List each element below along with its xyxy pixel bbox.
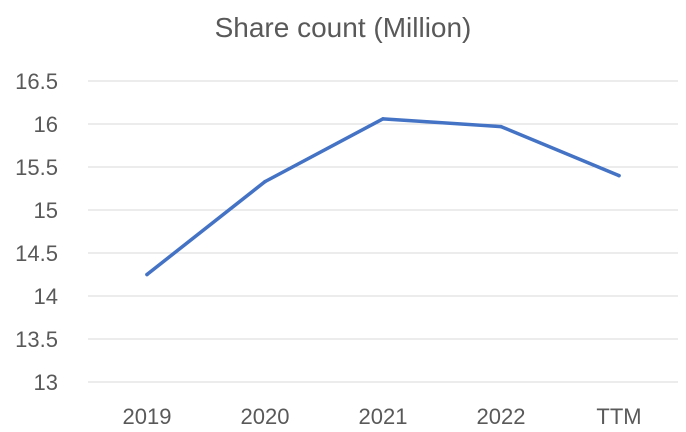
- x-axis: 2019 2020 2021 2022 TTM: [123, 404, 642, 429]
- y-tick-label: 16.5: [15, 69, 58, 94]
- y-tick-label: 14.5: [15, 241, 58, 266]
- data-point: [499, 124, 503, 129]
- x-tick-label: 2020: [241, 404, 290, 429]
- series: [145, 117, 621, 277]
- y-tick-label: 16: [34, 112, 58, 137]
- y-tick-label: 14: [34, 284, 58, 309]
- chart-title: Share count (Million): [214, 12, 472, 43]
- series-line: [145, 117, 621, 277]
- y-tick-label: 13.5: [15, 327, 58, 352]
- data-point: [263, 179, 267, 184]
- x-tick-label: 2021: [359, 404, 408, 429]
- y-tick-label: 15: [34, 198, 58, 223]
- x-tick-label: TTM: [596, 404, 641, 429]
- x-tick-label: 2022: [477, 404, 526, 429]
- data-point: [381, 117, 385, 121]
- data-point: [145, 272, 149, 277]
- data-point: [617, 173, 621, 178]
- x-tick-label: 2019: [123, 404, 172, 429]
- gridlines: [88, 80, 678, 383]
- y-axis: 13 13.5 14 14.5 15 15.5 16 16.5: [15, 69, 58, 395]
- y-tick-label: 15.5: [15, 155, 58, 180]
- y-tick-label: 13: [34, 370, 58, 395]
